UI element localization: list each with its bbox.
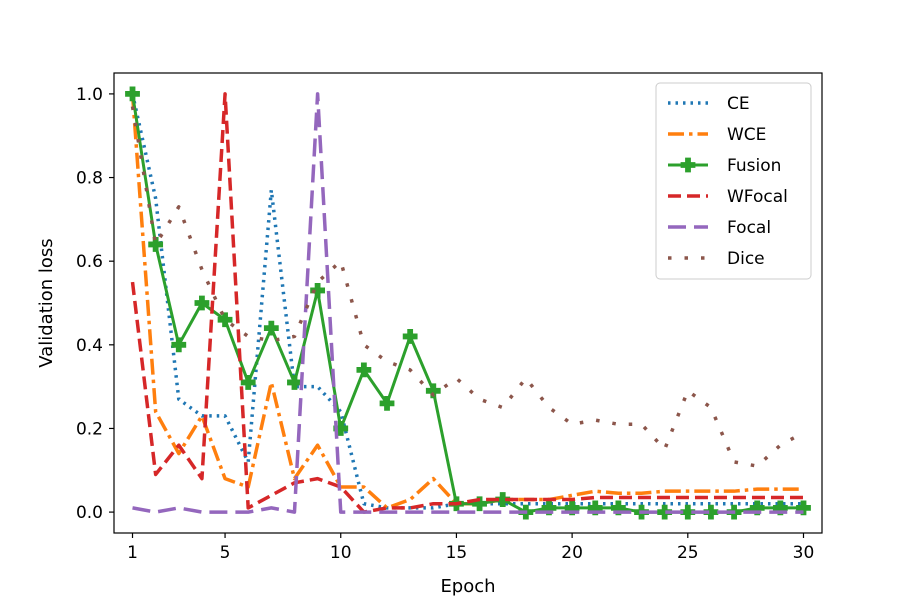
y-tick-label: 1.0 (76, 85, 103, 105)
x-tick-label: 10 (330, 543, 352, 563)
legend-label: Focal (727, 218, 771, 238)
series-line-wfocal (130, 92, 804, 514)
x-tick-label: 25 (677, 543, 699, 563)
y-tick-label: 0.2 (76, 419, 103, 439)
fusion-point-marker (356, 362, 372, 378)
legend-label: Dice (727, 249, 765, 269)
x-tick-label: 1 (127, 543, 138, 563)
fusion-point-marker (125, 86, 140, 102)
legend-label: CE (727, 94, 750, 114)
y-tick-label: 0.6 (76, 252, 103, 272)
x-tick-label: 15 (446, 543, 468, 563)
fusion-point-marker (703, 504, 719, 520)
fusion-point-marker (263, 320, 279, 336)
x-tick-label: 5 (220, 543, 231, 563)
legend-label: Fusion (727, 156, 781, 176)
fusion-point-marker (680, 504, 696, 520)
x-axis-label: Epoch (440, 576, 495, 597)
fusion-point-marker (240, 375, 256, 390)
fusion-point-marker (194, 295, 210, 311)
fusion-point-marker (333, 421, 349, 436)
fusion-point-marker (287, 375, 302, 390)
fusion-point-marker (657, 504, 673, 520)
legend: CE WCE Fusion WFocal Focal Dice (655, 82, 812, 280)
plot-frame (113, 72, 823, 534)
series-line-focal (132, 92, 804, 514)
y-axis: 0.0 0.2 0.4 0.6 0.8 1.0 (76, 85, 114, 523)
fusion-point-marker (171, 337, 187, 353)
x-tick-label: 20 (561, 543, 583, 563)
x-tick-label: 30 (793, 543, 815, 563)
fusion-point-marker (425, 383, 441, 399)
series-layer (125, 86, 811, 520)
y-tick-label: 0.0 (76, 503, 103, 523)
y-tick-label: 0.8 (76, 169, 103, 189)
y-tick-label: 0.4 (76, 336, 103, 356)
x-axis: 1 5 10 15 20 25 30 (127, 533, 814, 563)
fusion-point-marker (402, 329, 418, 344)
series-line-dice (130, 106, 805, 468)
legend-marker (680, 157, 696, 173)
y-axis-label: Validation loss (36, 238, 57, 367)
fusion-point-marker (495, 492, 511, 507)
legend-box (655, 82, 812, 280)
fusion-point-marker (310, 283, 326, 298)
legend-label: WCE (727, 125, 766, 145)
fusion-point-marker (379, 395, 395, 411)
fusion-point-marker (472, 496, 487, 512)
legend-label: WFocal (727, 187, 788, 207)
